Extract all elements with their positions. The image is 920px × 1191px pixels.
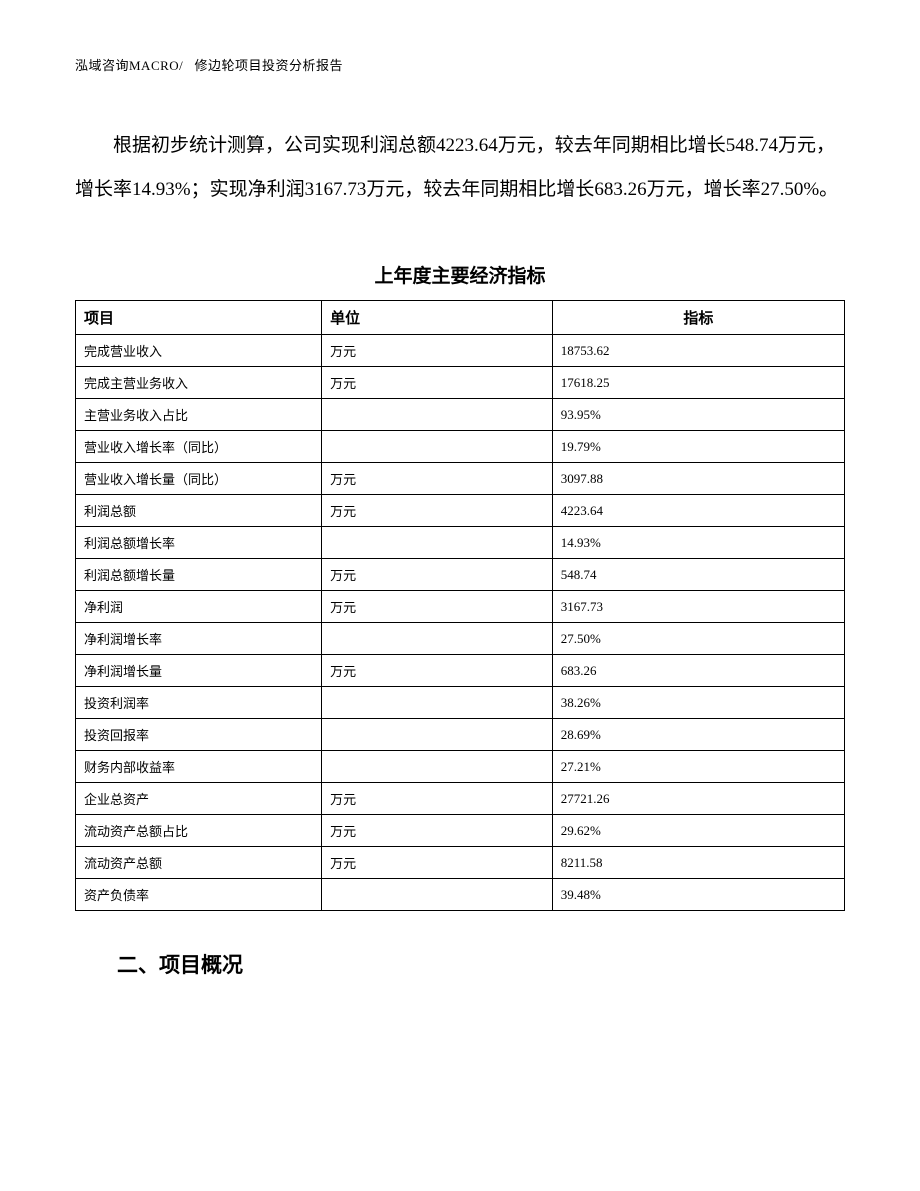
cell-item: 流动资产总额占比 xyxy=(76,815,322,847)
table-row: 企业总资产 万元 27721.26 xyxy=(76,783,845,815)
table-row: 营业收入增长量（同比） 万元 3097.88 xyxy=(76,463,845,495)
cell-item: 利润总额 xyxy=(76,495,322,527)
cell-value: 17618.25 xyxy=(552,367,844,399)
table-row: 流动资产总额占比 万元 29.62% xyxy=(76,815,845,847)
cell-value: 8211.58 xyxy=(552,847,844,879)
cell-value: 28.69% xyxy=(552,719,844,751)
cell-value: 683.26 xyxy=(552,655,844,687)
cell-value: 29.62% xyxy=(552,815,844,847)
cell-value: 3167.73 xyxy=(552,591,844,623)
table-header-value: 指标 xyxy=(552,301,844,335)
table-row: 完成营业收入 万元 18753.62 xyxy=(76,335,845,367)
cell-item: 流动资产总额 xyxy=(76,847,322,879)
cell-value: 548.74 xyxy=(552,559,844,591)
table-row: 净利润增长率 27.50% xyxy=(76,623,845,655)
cell-item: 投资利润率 xyxy=(76,687,322,719)
cell-unit: 万元 xyxy=(322,591,553,623)
cell-item: 投资回报率 xyxy=(76,719,322,751)
table-body: 完成营业收入 万元 18753.62 完成主营业务收入 万元 17618.25 … xyxy=(76,335,845,911)
table-header-item: 项目 xyxy=(76,301,322,335)
table-title: 上年度主要经济指标 xyxy=(75,261,845,288)
cell-unit xyxy=(322,399,553,431)
cell-unit: 万元 xyxy=(322,815,553,847)
cell-item: 企业总资产 xyxy=(76,783,322,815)
table-header-unit: 单位 xyxy=(322,301,553,335)
cell-item: 完成主营业务收入 xyxy=(76,367,322,399)
cell-unit: 万元 xyxy=(322,463,553,495)
cell-item: 营业收入增长率（同比） xyxy=(76,431,322,463)
cell-item: 利润总额增长量 xyxy=(76,559,322,591)
table-row: 利润总额增长率 14.93% xyxy=(76,527,845,559)
header-company: 泓域咨询MACRO/ xyxy=(75,58,183,73)
cell-unit: 万元 xyxy=(322,495,553,527)
cell-item: 净利润增长量 xyxy=(76,655,322,687)
table-row: 利润总额增长量 万元 548.74 xyxy=(76,559,845,591)
cell-item: 营业收入增长量（同比） xyxy=(76,463,322,495)
header-doc-title: 修边轮项目投资分析报告 xyxy=(195,58,344,73)
cell-value: 4223.64 xyxy=(552,495,844,527)
cell-value: 93.95% xyxy=(552,399,844,431)
cell-unit xyxy=(322,623,553,655)
cell-item: 净利润增长率 xyxy=(76,623,322,655)
economic-indicators-table: 项目 单位 指标 完成营业收入 万元 18753.62 完成主营业务收入 万元 … xyxy=(75,300,845,911)
cell-value: 38.26% xyxy=(552,687,844,719)
cell-value: 27721.26 xyxy=(552,783,844,815)
cell-unit xyxy=(322,687,553,719)
table-row: 完成主营业务收入 万元 17618.25 xyxy=(76,367,845,399)
table-row: 净利润 万元 3167.73 xyxy=(76,591,845,623)
cell-unit: 万元 xyxy=(322,783,553,815)
table-row: 投资回报率 28.69% xyxy=(76,719,845,751)
cell-item: 资产负债率 xyxy=(76,879,322,911)
document-page: 泓域咨询MACRO/ 修边轮项目投资分析报告 根据初步统计测算，公司实现利润总额… xyxy=(0,0,920,1039)
cell-unit xyxy=(322,527,553,559)
cell-unit: 万元 xyxy=(322,367,553,399)
cell-value: 14.93% xyxy=(552,527,844,559)
table-row: 净利润增长量 万元 683.26 xyxy=(76,655,845,687)
cell-unit xyxy=(322,751,553,783)
section-heading: 二、项目概况 xyxy=(75,949,845,979)
cell-value: 39.48% xyxy=(552,879,844,911)
summary-paragraph: 根据初步统计测算，公司实现利润总额4223.64万元，较去年同期相比增长548.… xyxy=(75,124,845,211)
cell-value: 18753.62 xyxy=(552,335,844,367)
cell-unit xyxy=(322,879,553,911)
cell-item: 主营业务收入占比 xyxy=(76,399,322,431)
table-row: 财务内部收益率 27.21% xyxy=(76,751,845,783)
cell-item: 净利润 xyxy=(76,591,322,623)
table-row: 利润总额 万元 4223.64 xyxy=(76,495,845,527)
cell-item: 完成营业收入 xyxy=(76,335,322,367)
cell-unit: 万元 xyxy=(322,847,553,879)
table-row: 流动资产总额 万元 8211.58 xyxy=(76,847,845,879)
cell-value: 27.50% xyxy=(552,623,844,655)
cell-unit: 万元 xyxy=(322,559,553,591)
page-header: 泓域咨询MACRO/ 修边轮项目投资分析报告 xyxy=(75,55,845,74)
cell-value: 27.21% xyxy=(552,751,844,783)
cell-unit xyxy=(322,719,553,751)
cell-value: 19.79% xyxy=(552,431,844,463)
table-header-row: 项目 单位 指标 xyxy=(76,301,845,335)
cell-item: 利润总额增长率 xyxy=(76,527,322,559)
cell-unit: 万元 xyxy=(322,335,553,367)
table-row: 主营业务收入占比 93.95% xyxy=(76,399,845,431)
cell-item: 财务内部收益率 xyxy=(76,751,322,783)
cell-unit xyxy=(322,431,553,463)
table-row: 资产负债率 39.48% xyxy=(76,879,845,911)
table-row: 投资利润率 38.26% xyxy=(76,687,845,719)
cell-value: 3097.88 xyxy=(552,463,844,495)
table-row: 营业收入增长率（同比） 19.79% xyxy=(76,431,845,463)
cell-unit: 万元 xyxy=(322,655,553,687)
